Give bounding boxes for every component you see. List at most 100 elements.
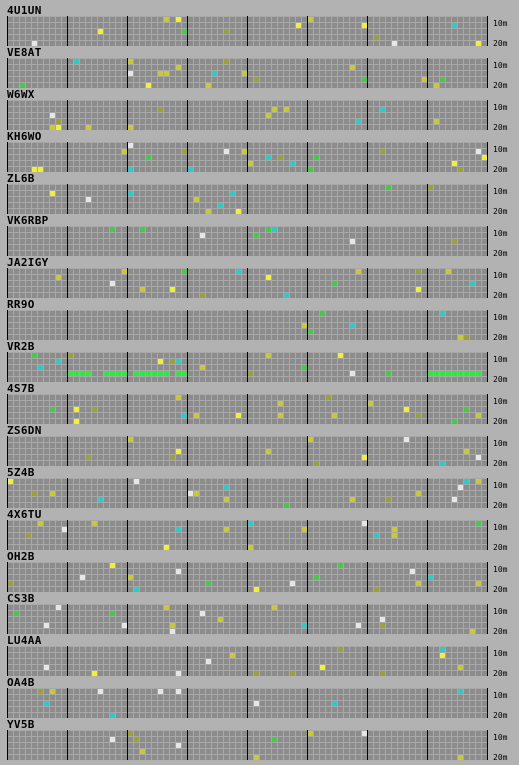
band-label-10m: 10m (493, 481, 508, 490)
time-block (7, 268, 67, 298)
time-block (67, 436, 127, 466)
band-label-20m: 20m (493, 123, 508, 132)
time-block (307, 436, 367, 466)
time-block (127, 646, 187, 676)
time-block (307, 562, 367, 592)
time-block (67, 352, 127, 382)
band-label-20m: 20m (493, 333, 508, 342)
time-block (7, 142, 67, 172)
time-block (127, 394, 187, 424)
station-row: VE8AT 10m 20m (0, 46, 519, 90)
time-block (427, 268, 487, 298)
band-label-10m: 10m (493, 103, 508, 112)
grid-border (487, 142, 488, 172)
time-block (247, 352, 307, 382)
band-label-20m: 20m (493, 165, 508, 174)
time-block (67, 646, 127, 676)
time-block (67, 604, 127, 634)
station-callsign: OH2B (7, 550, 35, 563)
band-label-20m: 20m (493, 417, 508, 426)
time-block (187, 562, 247, 592)
signal-grid (7, 310, 488, 340)
signal-grid (7, 688, 488, 718)
signal-grid (7, 268, 488, 298)
station-row: 4U1UN 10m 20m (0, 4, 519, 48)
time-block (307, 226, 367, 256)
station-row: ZL6B 10m 20m (0, 172, 519, 216)
time-block (67, 100, 127, 130)
time-block (367, 310, 427, 340)
station-callsign: VE8AT (7, 46, 42, 59)
time-block (367, 268, 427, 298)
band-label-20m: 20m (493, 501, 508, 510)
time-block (7, 394, 67, 424)
time-block (427, 184, 487, 214)
time-block (427, 100, 487, 130)
time-block (367, 16, 427, 46)
band-label-10m: 10m (493, 523, 508, 532)
band-label-10m: 10m (493, 313, 508, 322)
station-callsign: KH6WO (7, 130, 42, 143)
time-block (127, 310, 187, 340)
time-block (7, 436, 67, 466)
band-label-10m: 10m (493, 397, 508, 406)
time-block (67, 688, 127, 718)
grid-border (487, 352, 488, 382)
time-block (67, 478, 127, 508)
time-block (367, 688, 427, 718)
time-block (187, 268, 247, 298)
time-block (127, 604, 187, 634)
time-block (67, 16, 127, 46)
signal-grid (7, 184, 488, 214)
signal-grid (7, 436, 488, 466)
band-label-20m: 20m (493, 39, 508, 48)
time-block (427, 562, 487, 592)
time-block (307, 16, 367, 46)
band-label-10m: 10m (493, 691, 508, 700)
time-block (367, 646, 427, 676)
time-block (127, 436, 187, 466)
station-row: W6WX 10m 20m (0, 88, 519, 132)
signal-grid (7, 16, 488, 46)
time-block (187, 100, 247, 130)
signal-grid (7, 646, 488, 676)
band-label-20m: 20m (493, 459, 508, 468)
signal-grid (7, 352, 488, 382)
band-label-10m: 10m (493, 19, 508, 28)
time-block (127, 184, 187, 214)
station-callsign: JA2IGY (7, 256, 49, 269)
time-block (247, 478, 307, 508)
station-row: ZS6DN 10m 20m (0, 424, 519, 468)
time-block (7, 562, 67, 592)
station-callsign: OA4B (7, 676, 35, 689)
time-block (247, 142, 307, 172)
time-block (307, 58, 367, 88)
time-block (367, 142, 427, 172)
band-label-20m: 20m (493, 627, 508, 636)
time-block (187, 604, 247, 634)
station-row: 4S7B 10m 20m (0, 382, 519, 426)
time-block (127, 730, 187, 760)
grid-border (487, 646, 488, 676)
time-block (187, 226, 247, 256)
station-row: OH2B 10m 20m (0, 550, 519, 594)
time-block (67, 562, 127, 592)
time-block (127, 478, 187, 508)
time-block (427, 16, 487, 46)
time-block (307, 646, 367, 676)
time-block (367, 436, 427, 466)
station-callsign: ZL6B (7, 172, 35, 185)
time-block (247, 646, 307, 676)
band-label-10m: 10m (493, 607, 508, 616)
time-block (7, 100, 67, 130)
station-callsign: 5Z4B (7, 466, 35, 479)
band-label-10m: 10m (493, 355, 508, 364)
time-block (247, 268, 307, 298)
time-block (367, 226, 427, 256)
time-block (247, 604, 307, 634)
time-block (367, 100, 427, 130)
grid-border (487, 184, 488, 214)
station-row: CS3B 10m 20m (0, 592, 519, 636)
time-block (127, 100, 187, 130)
